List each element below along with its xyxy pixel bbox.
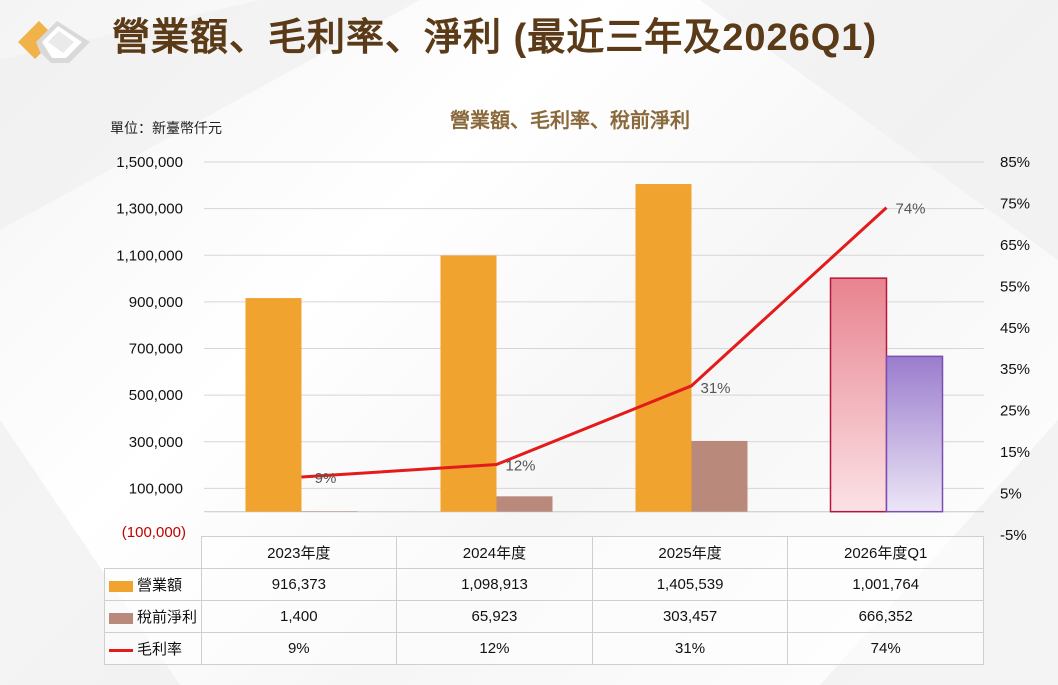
legend-swatch bbox=[109, 580, 133, 592]
series-name: 稅前淨利 bbox=[137, 609, 198, 626]
y-left-tick-label: 500,000 bbox=[129, 387, 183, 404]
legend-pretax-profit: 稅前淨利 bbox=[104, 600, 202, 633]
y-right-tick-label: 45% bbox=[1000, 320, 1030, 337]
category-label: 2024年度 bbox=[396, 536, 593, 569]
legend-revenue: 營業額 bbox=[104, 568, 202, 601]
y-right-tick-label: 65% bbox=[1000, 237, 1030, 254]
table-cell: 65,923 bbox=[396, 600, 593, 633]
series-name: 營業額 bbox=[137, 577, 183, 594]
table-cell: 12% bbox=[396, 632, 593, 665]
y-right-tick-label: 85% bbox=[1000, 154, 1030, 171]
y-left-tick-label: 900,000 bbox=[129, 294, 183, 311]
category-label: 2026年度Q1 bbox=[787, 536, 984, 569]
table-cell: 1,098,913 bbox=[396, 568, 593, 601]
bar-pretax-profit bbox=[691, 440, 748, 512]
bar-revenue bbox=[829, 277, 888, 513]
table-cell: 1,405,539 bbox=[591, 568, 789, 601]
company-logo bbox=[18, 21, 90, 63]
table-cell: 916,373 bbox=[200, 568, 398, 601]
unit-label: 單位：新臺幣仟元 bbox=[110, 120, 222, 136]
legend-gross-margin: 毛利率 bbox=[104, 632, 202, 665]
data-label-gross-margin: 31% bbox=[700, 380, 730, 397]
bar-pretax-profit bbox=[496, 496, 553, 512]
data-label-gross-margin: 74% bbox=[895, 201, 925, 218]
table-header-row: 2023年度 2024年度 2025年度 2026年度Q1 bbox=[104, 536, 984, 569]
y-left-tick-label: 1,100,000 bbox=[116, 247, 183, 264]
bar-revenue bbox=[245, 298, 302, 512]
bar-revenue bbox=[440, 255, 497, 512]
table-row: 毛利率 9% 12% 31% 74% bbox=[104, 632, 984, 665]
chart-title: 營業額、毛利率、稅前淨利 bbox=[450, 110, 690, 132]
y-right-tick-label: 5% bbox=[1000, 486, 1022, 503]
table-cell: 666,352 bbox=[787, 600, 984, 633]
table-cell: 1,001,764 bbox=[787, 568, 984, 601]
bar-pretax-profit bbox=[885, 355, 944, 513]
page-title: 營業額、毛利率、淨利 (最近三年及2026Q1) bbox=[112, 17, 878, 59]
legend-line bbox=[109, 648, 133, 652]
line-gross-margin bbox=[301, 206, 888, 479]
y-right-tick-label: 35% bbox=[1000, 361, 1030, 378]
bar-revenue bbox=[635, 184, 692, 512]
table-cell: 9% bbox=[200, 632, 398, 665]
y-left-tick-label: 700,000 bbox=[129, 341, 183, 358]
data-label-gross-margin: 12% bbox=[505, 458, 535, 475]
y-right-tick-label: 55% bbox=[1000, 278, 1030, 295]
bar-pretax-profit bbox=[301, 511, 358, 512]
table-cell: 31% bbox=[591, 632, 789, 665]
y-right-tick-label: 25% bbox=[1000, 403, 1030, 420]
legend-swatch bbox=[109, 612, 133, 624]
table-row: 稅前淨利 1,400 65,923 303,457 666,352 bbox=[104, 600, 984, 633]
table-cell: 1,400 bbox=[200, 600, 398, 633]
y-right-tick-label: -5% bbox=[1000, 527, 1027, 544]
y-left-tick-label: 1,500,000 bbox=[116, 154, 183, 171]
y-right-tick-label: 75% bbox=[1000, 195, 1030, 212]
category-label: 2023年度 bbox=[200, 536, 398, 569]
data-table: 2023年度 2024年度 2025年度 2026年度Q1 營業額 916,37… bbox=[104, 536, 984, 665]
y-right-tick-label: 15% bbox=[1000, 444, 1030, 461]
y-left-tick-label: 300,000 bbox=[129, 434, 183, 451]
table-row: 營業額 916,373 1,098,913 1,405,539 1,001,76… bbox=[104, 568, 984, 601]
table-cell: 74% bbox=[787, 632, 984, 665]
table-cell: 303,457 bbox=[591, 600, 789, 633]
category-label: 2025年度 bbox=[591, 536, 789, 569]
y-left-tick-label: 1,300,000 bbox=[116, 201, 183, 218]
table-corner bbox=[104, 536, 202, 569]
series-name: 毛利率 bbox=[137, 641, 183, 658]
data-label-gross-margin: 9% bbox=[315, 470, 337, 487]
y-left-tick-label: 100,000 bbox=[129, 480, 183, 497]
